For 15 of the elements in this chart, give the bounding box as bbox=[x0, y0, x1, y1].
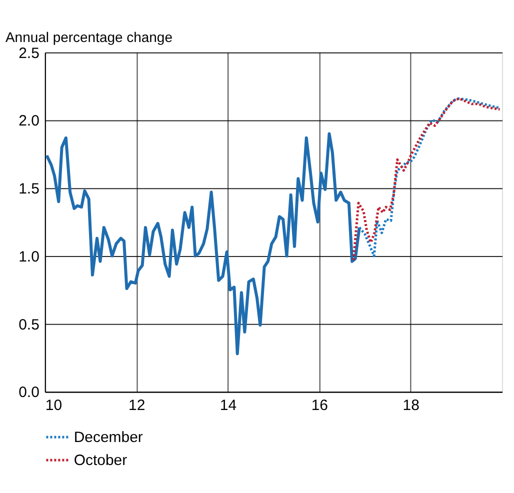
legend-label: December bbox=[74, 429, 143, 446]
y-tick-label: 0.0 bbox=[18, 384, 40, 402]
x-tick-label: 10 bbox=[45, 397, 62, 414]
y-axis-title: Annual percentage change bbox=[5, 28, 173, 45]
x-tick-label: 14 bbox=[220, 397, 237, 414]
y-tick-label: 0.5 bbox=[18, 316, 40, 334]
y-tick-label: 2.5 bbox=[18, 44, 40, 62]
x-tick-label: 12 bbox=[128, 397, 146, 414]
line-series bbox=[45, 132, 361, 356]
y-tick-label: 2.0 bbox=[18, 112, 40, 130]
legend-label: October bbox=[74, 452, 128, 470]
x-tick-label: 16 bbox=[311, 397, 328, 414]
y-tick-label: 1.5 bbox=[18, 180, 40, 198]
y-tick-label: 1.0 bbox=[18, 248, 40, 266]
x-tick-label: 18 bbox=[402, 397, 420, 414]
